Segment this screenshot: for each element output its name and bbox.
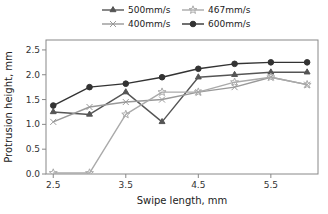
data-point xyxy=(303,80,311,88)
data-point xyxy=(304,60,310,66)
data-point xyxy=(87,84,93,90)
legend-swatch xyxy=(182,9,204,10)
y-tick-label: 1.0 xyxy=(26,119,41,129)
y-tick xyxy=(42,124,46,125)
y-tick-label: 2.0 xyxy=(26,70,41,80)
x-tick-label: 2.5 xyxy=(46,180,60,190)
y-tick xyxy=(42,99,46,100)
data-point xyxy=(122,110,130,118)
data-point xyxy=(50,109,56,114)
data-point xyxy=(50,103,56,109)
data-point xyxy=(232,61,238,67)
x-tick xyxy=(198,174,199,178)
legend-marker xyxy=(110,21,116,27)
y-tick xyxy=(42,174,46,175)
data-point xyxy=(268,60,274,66)
data-point xyxy=(304,69,310,74)
plot-area xyxy=(49,60,311,174)
data-point xyxy=(232,71,238,76)
y-tick-label: 0.5 xyxy=(26,144,40,154)
data-point xyxy=(195,74,201,79)
data-point xyxy=(159,97,165,103)
series-line xyxy=(53,72,307,122)
data-point xyxy=(267,73,275,81)
legend-label: 500mm/s xyxy=(128,5,171,15)
legend-marker xyxy=(189,6,197,14)
x-tick-label: 4.5 xyxy=(191,180,205,190)
plot-frame xyxy=(46,40,318,174)
chart-container: 2.5 3.5 4.5 5.5 0.0 0.5 1.0 1.5 2.0 2.5 Swipe leng… xyxy=(0,0,328,214)
data-point xyxy=(231,78,239,86)
data-point xyxy=(87,104,93,110)
y-tick-label: 2.5 xyxy=(26,45,40,55)
legend-label: 467mm/s xyxy=(208,5,251,15)
y-tick-label: 1.5 xyxy=(26,95,40,105)
y-tick-label: 0.0 xyxy=(26,169,41,179)
x-tick-label: 5.5 xyxy=(264,180,278,190)
series xyxy=(49,73,311,174)
y-tick xyxy=(42,149,46,150)
data-point xyxy=(158,88,166,96)
x-tick xyxy=(270,174,271,178)
series xyxy=(50,74,310,125)
series-line xyxy=(53,77,307,173)
series xyxy=(50,60,309,109)
y-axis-label: Protrusion height, mm xyxy=(3,51,14,163)
x-tick-label: 3.5 xyxy=(119,180,133,190)
x-tick xyxy=(125,174,126,178)
data-point xyxy=(159,118,165,123)
data-point xyxy=(123,99,129,105)
data-point xyxy=(123,81,129,87)
legend-label: 600mm/s xyxy=(208,19,251,29)
legend-marker xyxy=(110,7,116,12)
data-point xyxy=(87,111,93,116)
x-axis-label: Swipe length, mm xyxy=(137,195,228,206)
data-point xyxy=(196,66,202,72)
x-tick xyxy=(53,174,54,178)
data-point xyxy=(194,88,202,96)
data-point xyxy=(50,119,56,125)
legend-label: 400mm/s xyxy=(128,19,171,29)
data-point xyxy=(159,74,165,80)
data-point xyxy=(49,169,57,174)
y-tick xyxy=(42,49,46,50)
legend-marker xyxy=(190,21,196,27)
series-line xyxy=(53,62,307,105)
y-tick xyxy=(42,74,46,75)
chart: 2.5 3.5 4.5 5.5 0.0 0.5 1.0 1.5 2.0 2.5 Swipe leng… xyxy=(0,0,328,214)
legend: 500mm/s 400mm/s 467mm/s 600mm/s xyxy=(102,5,251,29)
data-point xyxy=(86,169,94,174)
series-line xyxy=(53,77,307,122)
data-point xyxy=(123,89,129,94)
